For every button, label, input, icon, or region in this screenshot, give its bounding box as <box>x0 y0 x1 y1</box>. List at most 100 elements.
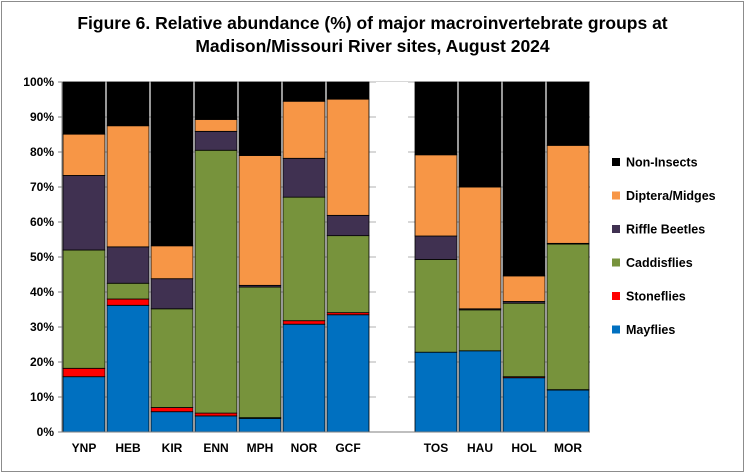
bar-tos <box>414 81 458 433</box>
y-tick-label: 90% <box>30 110 54 124</box>
bar-segment-mayflies-gcf <box>326 314 370 433</box>
axes <box>58 81 590 433</box>
bar-segment-non-insects-tos <box>414 81 458 156</box>
bar-segment-non-insects-kir <box>150 81 194 247</box>
bar-segment-riffle-beetles-nor <box>282 157 326 198</box>
bar-segment-caddisflies-kir <box>150 308 194 408</box>
bar-segment-caddisflies-heb <box>106 282 150 300</box>
bar-segment-caddisflies-enn <box>194 149 238 414</box>
bar-segment-non-insects-mor <box>546 81 590 146</box>
bar-ynp <box>62 81 106 433</box>
x-tick-label-mph: MPH <box>247 441 274 455</box>
bar-segment-stoneflies-enn <box>194 412 238 417</box>
bar-segment-mayflies-heb <box>106 304 150 433</box>
y-tick-label: 70% <box>30 180 54 194</box>
x-tick-label-hau: HAU <box>467 441 493 455</box>
legend-swatch-non-insects <box>612 158 620 166</box>
bar-segment-diptera-midges-mor <box>546 144 590 244</box>
bar-heb <box>106 81 150 433</box>
y-tick-label: 10% <box>30 390 54 404</box>
bar-segment-riffle-beetles-ynp <box>62 175 106 251</box>
bar-segment-stoneflies-ynp <box>62 367 106 378</box>
bar-segment-caddisflies-nor <box>282 196 326 322</box>
x-tick-label-gcf: GCF <box>335 441 360 455</box>
legend-label-riffle-beetles: Riffle Beetles <box>626 223 705 237</box>
bar-segment-diptera-midges-hau <box>458 186 502 310</box>
x-tick-label-mor: MOR <box>554 441 582 455</box>
y-tick-label: 20% <box>30 355 54 369</box>
bar-segment-mayflies-hau <box>458 350 502 433</box>
y-tick-label: 60% <box>30 215 54 229</box>
legend-swatch-stoneflies <box>612 292 620 300</box>
x-tick-label-ynp: YNP <box>72 441 97 455</box>
bar-segment-non-insects-ynp <box>62 81 106 135</box>
x-tick-label-kir: KIR <box>162 441 183 455</box>
bar-segment-caddisflies-hau <box>458 309 502 352</box>
x-tick-labels: YNP HEB KIR ENN MPH NOR GCF TOS HAU HOL MOR <box>72 441 583 455</box>
bar-segment-mayflies-nor <box>282 323 326 433</box>
legend-label-stoneflies: Stoneflies <box>626 290 686 304</box>
y-tick-labels: 0% 10% 20% 30% 40% 50% 60% 70% 80% 90% 100% <box>23 75 54 439</box>
bar-segment-caddisflies-tos <box>414 259 458 353</box>
bar-segment-non-insects-enn <box>194 81 238 120</box>
legend-label-caddisflies: Caddisflies <box>626 256 693 270</box>
x-tick-label-hol: HOL <box>511 441 536 455</box>
bars <box>62 81 590 433</box>
bar-segment-non-insects-hau <box>458 81 502 188</box>
y-tick-label: 50% <box>30 250 54 264</box>
bar-mor <box>546 81 590 433</box>
bar-segment-mayflies-hol <box>502 377 546 433</box>
x-tick-label-nor: NOR <box>291 441 318 455</box>
chart-title-line-2: Madison/Missouri River sites, August 202… <box>195 36 550 56</box>
legend: Non-Insects Diptera/Midges Riffle Beetles C… <box>612 156 716 337</box>
y-tick-label: 100% <box>23 75 54 89</box>
x-tick-label-tos: TOS <box>424 441 448 455</box>
legend-swatch-caddisflies <box>612 258 620 267</box>
bar-segment-caddisflies-hol <box>502 302 546 378</box>
bar-segment-mayflies-mor <box>546 389 590 433</box>
bar-segment-riffle-beetles-kir <box>150 278 194 310</box>
y-tick-label: 80% <box>30 145 54 159</box>
bar-segment-mayflies-enn <box>194 415 238 433</box>
y-tick-label: 0% <box>37 425 55 439</box>
bar-segment-riffle-beetles-gcf <box>326 214 370 237</box>
bar-segment-diptera-midges-heb <box>106 125 150 248</box>
bar-segment-stoneflies-nor <box>282 320 326 325</box>
bar-segment-riffle-beetles-tos <box>414 235 458 260</box>
bar-segment-non-insects-gcf <box>326 81 370 100</box>
legend-label-non-insects: Non-Insects <box>626 156 698 170</box>
bar-segment-diptera-midges-gcf <box>326 98 370 216</box>
bar-mph <box>238 81 282 433</box>
legend-swatch-mayflies <box>612 325 620 334</box>
y-tick-label: 40% <box>30 285 54 299</box>
bar-segment-stoneflies-heb <box>106 298 150 306</box>
bar-segment-mayflies-kir <box>150 411 194 433</box>
bar-segment-caddisflies-ynp <box>62 249 106 369</box>
bar-segment-non-insects-nor <box>282 81 326 102</box>
bar-gcf <box>326 81 370 433</box>
bar-nor <box>282 81 326 433</box>
legend-label-mayflies: Mayflies <box>626 323 675 337</box>
legend-swatch-diptera-midges <box>612 191 620 200</box>
bar-hau <box>458 81 502 433</box>
bar-enn <box>194 81 238 433</box>
bar-segment-diptera-midges-tos <box>414 154 458 237</box>
bar-segment-diptera-midges-mph <box>238 155 282 286</box>
bar-segment-non-insects-heb <box>106 81 150 127</box>
bar-segment-caddisflies-mph <box>238 286 282 419</box>
legend-swatch-riffle-beetles <box>612 225 620 233</box>
bar-segment-non-insects-hol <box>502 81 546 277</box>
bar-segment-diptera-midges-kir <box>150 245 194 280</box>
bar-segment-non-insects-mph <box>238 81 282 156</box>
bar-kir <box>150 81 194 433</box>
y-tick-label: 30% <box>30 320 54 334</box>
x-tick-label-enn: ENN <box>203 441 228 455</box>
bar-segment-caddisflies-gcf <box>326 235 370 314</box>
chart-title: Figure 6. Relative abundance (%) of majo… <box>0 12 745 58</box>
bar-segment-mayflies-mph <box>238 417 282 433</box>
bar-segment-riffle-beetles-enn <box>194 130 238 151</box>
group-separator <box>376 82 408 432</box>
gridlines <box>62 81 590 433</box>
bar-segment-mayflies-ynp <box>62 376 106 433</box>
bar-segment-diptera-midges-enn <box>194 119 238 132</box>
